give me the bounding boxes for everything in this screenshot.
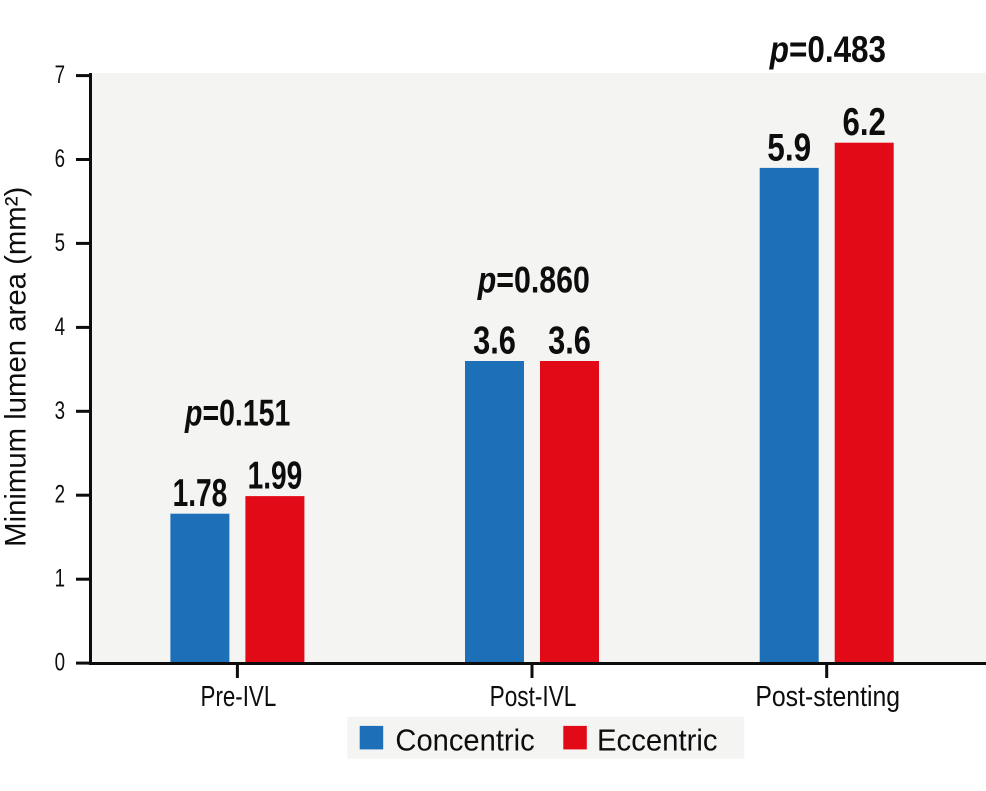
- svg-text:6.2: 6.2: [843, 101, 886, 144]
- svg-text:2: 2: [55, 480, 65, 508]
- svg-text:3: 3: [55, 396, 65, 424]
- svg-text:3.6: 3.6: [548, 319, 591, 362]
- svg-text:3.6: 3.6: [473, 319, 516, 362]
- svg-text:1.78: 1.78: [173, 472, 228, 515]
- svg-text:p=0.860: p=0.860: [477, 260, 590, 302]
- svg-text:0: 0: [55, 648, 65, 676]
- svg-text:1.99: 1.99: [248, 454, 303, 497]
- svg-text:Eccentric: Eccentric: [597, 724, 718, 758]
- svg-text:p=0.151: p=0.151: [184, 392, 290, 433]
- svg-text:4: 4: [55, 312, 65, 340]
- svg-text:Concentric: Concentric: [395, 724, 534, 758]
- svg-text:7: 7: [55, 60, 65, 88]
- svg-text:5: 5: [55, 228, 65, 256]
- svg-text:Post-stenting: Post-stenting: [755, 680, 900, 712]
- svg-text:6: 6: [55, 144, 65, 172]
- svg-text:5.9: 5.9: [767, 126, 811, 169]
- svg-text:1: 1: [55, 564, 65, 592]
- svg-text:Minimum lumen area (mm²): Minimum lumen area (mm²): [0, 187, 33, 547]
- svg-text:Post-IVL: Post-IVL: [490, 679, 577, 712]
- svg-text:p=0.483: p=0.483: [769, 30, 886, 71]
- svg-text:Pre-IVL: Pre-IVL: [201, 681, 277, 712]
